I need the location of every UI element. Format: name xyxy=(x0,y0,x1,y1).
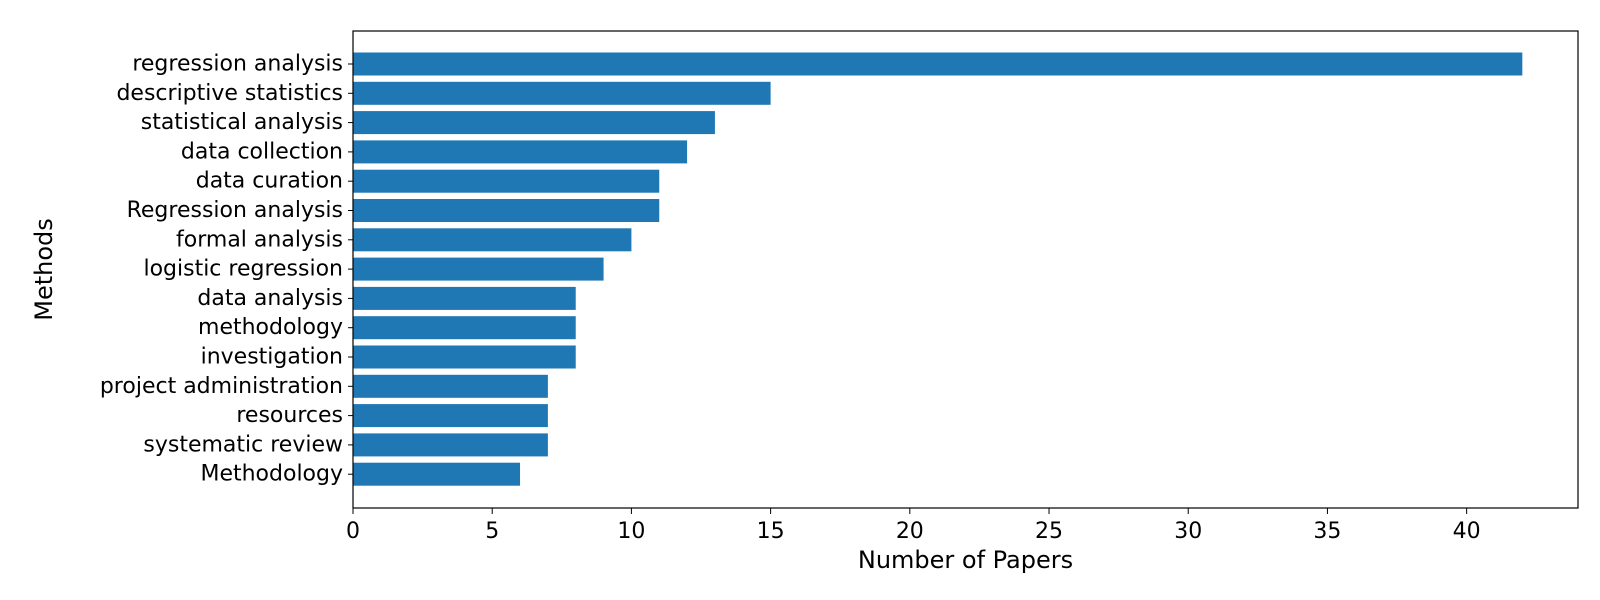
bar xyxy=(353,199,660,222)
bar xyxy=(353,404,548,428)
y-tick-label: Regression analysis xyxy=(127,198,343,223)
bar xyxy=(353,316,576,340)
y-tick-label: regression analysis xyxy=(132,52,343,77)
x-tick-label: 5 xyxy=(485,519,499,544)
y-axis-label: Methods xyxy=(30,218,58,321)
x-tick-label: 10 xyxy=(617,519,645,544)
x-tick-label: 25 xyxy=(1035,519,1063,544)
y-tick-label: resources xyxy=(236,403,343,428)
y-tick-label: data analysis xyxy=(197,286,343,311)
bar xyxy=(353,81,771,105)
bar xyxy=(353,462,521,486)
y-tick-label: data curation xyxy=(196,169,343,194)
y-tick-label: logistic regression xyxy=(143,257,343,282)
y-ticks-layer: regression analysis descriptive statistic… xyxy=(100,52,353,487)
x-tick-label: 40 xyxy=(1453,519,1481,544)
x-tick-label: 15 xyxy=(757,519,785,544)
bars-layer xyxy=(353,52,1523,486)
y-tick-label: Methodology xyxy=(200,462,343,487)
y-tick-label: methodology xyxy=(198,315,343,340)
y-tick-label: statistical analysis xyxy=(141,110,343,135)
bar xyxy=(353,286,576,310)
bar xyxy=(353,228,632,252)
bar xyxy=(353,433,548,457)
x-tick-label: 20 xyxy=(896,519,924,544)
x-tick-label: 0 xyxy=(346,519,360,544)
x-tick-label: 30 xyxy=(1174,519,1202,544)
bar xyxy=(353,52,1523,76)
x-tick-label: 35 xyxy=(1313,519,1341,544)
y-tick-label: descriptive statistics xyxy=(116,81,343,106)
bar xyxy=(353,169,660,193)
y-tick-label: project administration xyxy=(100,374,343,399)
y-tick-label: formal analysis xyxy=(176,227,343,252)
bar xyxy=(353,345,576,369)
bar xyxy=(353,140,688,164)
y-tick-label: data collection xyxy=(181,139,343,164)
bar xyxy=(353,374,548,398)
y-tick-label: investigation xyxy=(201,345,343,370)
bar xyxy=(353,257,604,281)
x-axis-label: Number of Papers xyxy=(858,546,1073,574)
plot-frame xyxy=(352,30,1579,509)
y-tick-label: systematic review xyxy=(143,432,343,457)
x-ticks-layer: 0 5 10 15 20 25 30 35 40 xyxy=(346,508,1481,544)
bar xyxy=(353,111,715,135)
